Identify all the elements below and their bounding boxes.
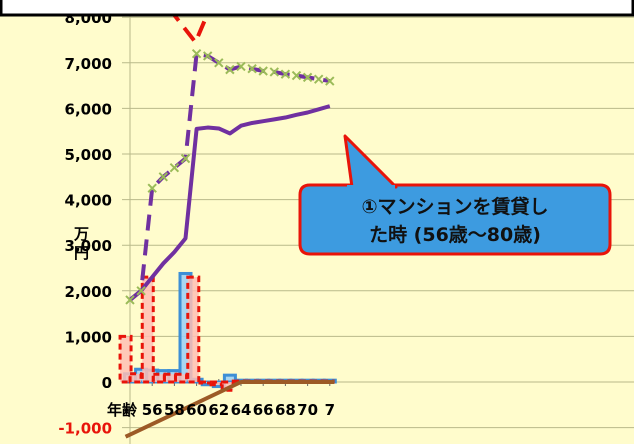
x-tick-label: 60 bbox=[186, 401, 207, 419]
x-tick-label: 56 bbox=[142, 401, 163, 419]
annotation-pointer bbox=[343, 134, 398, 189]
x-marker bbox=[169, 162, 180, 173]
x-marker-stroke bbox=[158, 172, 169, 182]
y-tick-label: 5,000 bbox=[65, 146, 112, 164]
bar bbox=[174, 372, 189, 384]
x-marker bbox=[302, 72, 313, 83]
x-marker-stroke bbox=[325, 76, 335, 86]
x-tick-label: 68 bbox=[275, 401, 296, 419]
x-marker-stroke bbox=[136, 286, 146, 296]
x-marker bbox=[236, 61, 246, 72]
x-marker bbox=[247, 64, 257, 74]
annotation-callout: ①マンションを賃貸し た時 (56歳～80歳) bbox=[298, 134, 612, 256]
x-marker bbox=[269, 67, 280, 77]
x-tick-label: 66 bbox=[253, 401, 274, 419]
x-tick-label: 62 bbox=[208, 401, 229, 419]
x-tick-label: 7 bbox=[325, 401, 335, 419]
x-marker bbox=[136, 286, 146, 296]
x-marker-stroke bbox=[280, 69, 291, 79]
y-tick-label: 2,000 bbox=[65, 283, 112, 301]
x-marker-stroke bbox=[236, 61, 246, 72]
bar bbox=[198, 380, 213, 385]
series-markers bbox=[125, 48, 335, 305]
y-tick-labels: -1,000 0 1,000 2,000 3,000 4,000 5,000 6,000 7,0… bbox=[58, 9, 112, 437]
title-box bbox=[0, 0, 634, 17]
bar bbox=[128, 372, 143, 384]
y-tick-label: 0 bbox=[102, 374, 112, 392]
x-marker-stroke bbox=[269, 67, 280, 77]
bar bbox=[162, 372, 177, 384]
title-box-fill bbox=[0, 0, 634, 16]
series-line bbox=[128, 104, 331, 302]
x-marker bbox=[214, 58, 224, 68]
y-tick-label: 6,000 bbox=[65, 100, 112, 118]
x-marker-stroke bbox=[191, 48, 202, 59]
y-axis-unit-top: 万 bbox=[73, 225, 89, 243]
x-marker-stroke bbox=[302, 72, 313, 83]
x-marker-stroke bbox=[291, 70, 302, 81]
series-line bbox=[128, 51, 331, 302]
x-marker bbox=[291, 70, 302, 81]
y-tick-label: 7,000 bbox=[65, 55, 112, 73]
series-line bbox=[124, 380, 335, 439]
bar bbox=[209, 380, 224, 387]
y-axis-unit-bottom: 円 bbox=[74, 244, 89, 262]
x-tick-label: 64 bbox=[231, 401, 252, 419]
x-marker-stroke bbox=[147, 183, 157, 193]
x-marker bbox=[191, 48, 202, 59]
x-marker bbox=[258, 66, 268, 76]
x-marker-stroke bbox=[169, 162, 180, 173]
x-marker bbox=[202, 51, 213, 61]
x-marker-stroke bbox=[258, 66, 268, 76]
x-marker bbox=[147, 183, 157, 193]
annotation-line-2: た時 (56歳～80歳) bbox=[369, 224, 541, 246]
x-axis-age-label: 年齢 bbox=[107, 401, 138, 419]
x-marker-stroke bbox=[180, 153, 191, 164]
x-marker-stroke bbox=[202, 51, 213, 61]
y-tick-label: 3,000 bbox=[65, 237, 112, 255]
y-tick-label: 1,000 bbox=[65, 328, 112, 346]
x-marker bbox=[158, 172, 169, 182]
x-tick-label: 58 bbox=[164, 401, 185, 419]
bar bbox=[118, 334, 133, 384]
x-marker-stroke bbox=[214, 58, 224, 68]
x-marker bbox=[180, 153, 191, 164]
x-marker bbox=[125, 295, 135, 305]
x-marker-stroke bbox=[247, 64, 257, 74]
annotation-line-1: ①マンションを賃貸し bbox=[361, 195, 548, 218]
y-tick-label: -1,000 bbox=[58, 420, 112, 438]
bar bbox=[186, 275, 201, 384]
annotation-pointer-join bbox=[347, 185, 395, 190]
bar bbox=[140, 275, 155, 384]
series-line bbox=[167, 6, 212, 45]
x-marker bbox=[325, 76, 335, 86]
y-tick-label: 4,000 bbox=[65, 192, 112, 210]
x-marker-stroke bbox=[313, 74, 324, 84]
x-tick-label: 70 bbox=[297, 401, 318, 419]
x-marker bbox=[313, 74, 324, 84]
bar bbox=[151, 372, 166, 384]
x-marker bbox=[280, 69, 291, 79]
x-marker bbox=[225, 64, 235, 75]
x-marker-stroke bbox=[125, 295, 135, 305]
annotation-box bbox=[298, 183, 612, 256]
x-tick-labels: 56 58 60 62 64 66 68 70 7 bbox=[142, 401, 335, 419]
x-marker-stroke bbox=[225, 64, 235, 75]
